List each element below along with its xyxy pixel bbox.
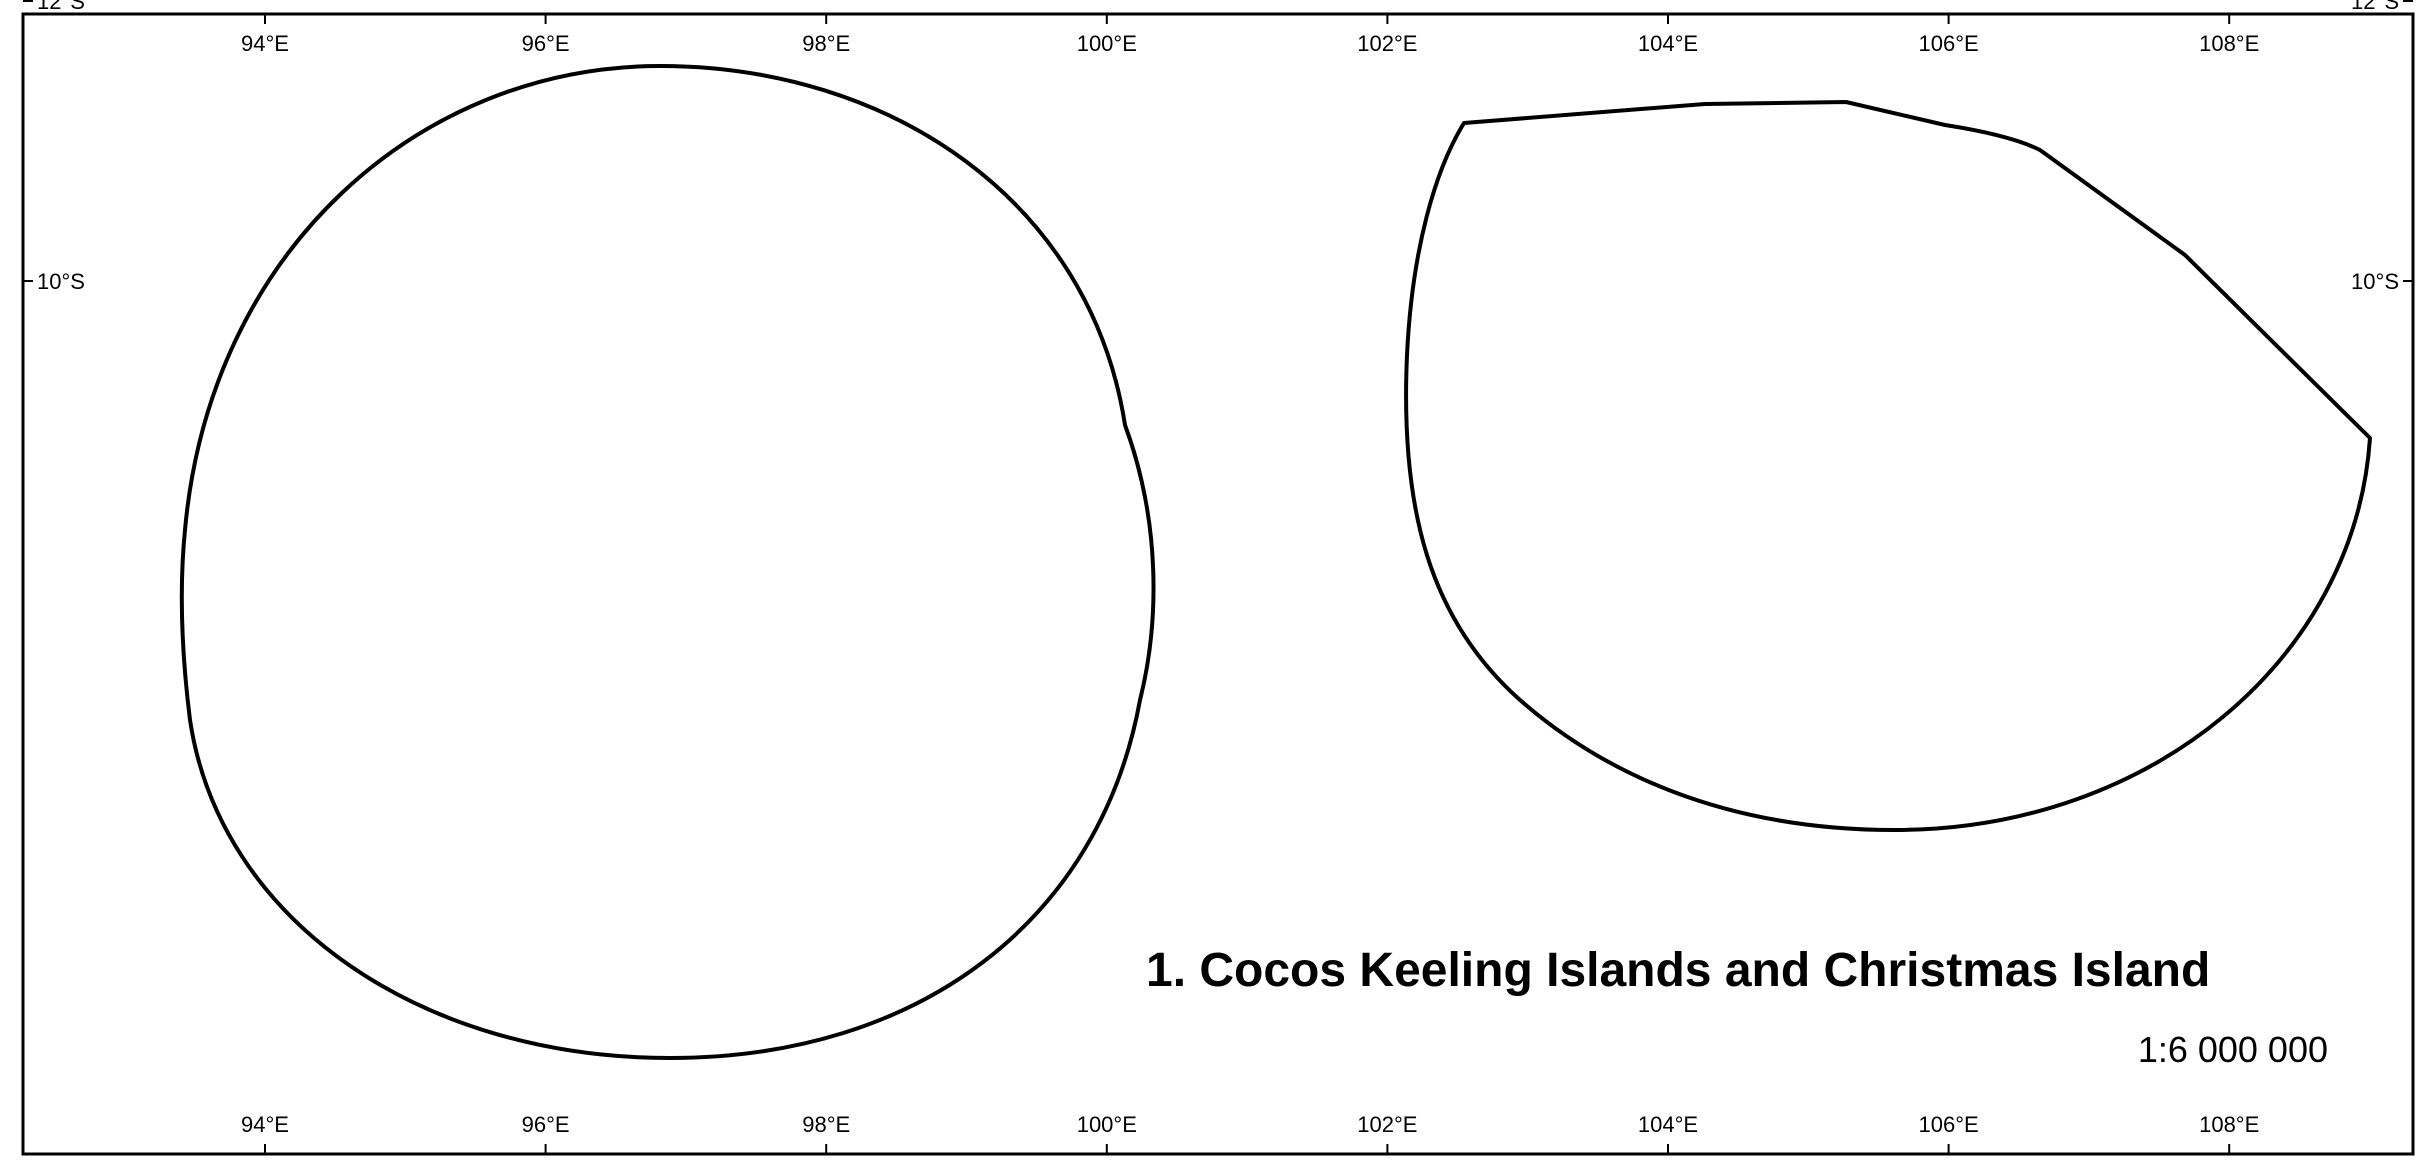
lon-label-bottom-94: 94°E [241,1112,289,1137]
map-scale: 1:6 000 000 [2138,1029,2328,1070]
lon-label-top-108: 108°E [2199,31,2259,56]
lat-label-left--10: 10°S [37,269,85,294]
lon-label-bottom-96: 96°E [522,1112,570,1137]
lon-label-top-102: 102°E [1357,31,1417,56]
lon-label-bottom-104: 104°E [1638,1112,1698,1137]
lat-label-right--10: 10°S [2351,269,2399,294]
lon-label-top-94: 94°E [241,31,289,56]
lon-label-top-106: 106°E [1919,31,1979,56]
christmas-island-eez-boundary [1404,100,2372,832]
map-border [21,12,2415,1156]
map-title: 1. Cocos Keeling Islands and Christmas I… [1146,944,2210,997]
lon-label-top-96: 96°E [522,31,570,56]
lon-label-bottom-98: 98°E [802,1112,850,1137]
cocos-keeling-eez-boundary [179,64,1156,1060]
lon-label-top-104: 104°E [1638,31,1698,56]
lat-label-right--12: 12°S [2351,0,2399,14]
lat-label-left--12: 12°S [37,0,85,14]
lon-label-top-98: 98°E [802,31,850,56]
lon-label-bottom-100: 100°E [1077,1112,1137,1137]
lon-label-top-100: 100°E [1077,31,1137,56]
graticule-ticks: 94°E 94°E 96°E 96°E 98°E 98°E 100°E 100°E 102°E 1… [23,0,2413,1154]
lon-label-bottom-106: 106°E [1919,1112,1979,1137]
lon-label-bottom-102: 102°E [1357,1112,1417,1137]
lon-label-bottom-108: 108°E [2199,1112,2259,1137]
